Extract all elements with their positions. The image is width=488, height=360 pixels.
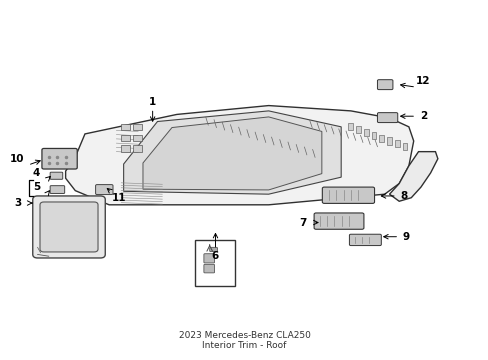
Text: 10: 10 (10, 154, 24, 164)
Bar (133, 135, 142, 141)
Text: 5: 5 (33, 182, 40, 192)
Bar (355, 126, 360, 133)
Text: 4: 4 (33, 168, 40, 178)
Bar (348, 123, 352, 130)
Text: 1: 1 (149, 97, 156, 107)
Text: 2: 2 (419, 111, 426, 121)
Text: 9: 9 (402, 232, 409, 242)
Bar (386, 138, 391, 145)
Bar (371, 132, 376, 139)
Polygon shape (123, 111, 341, 194)
Text: 2023 Mercedes-Benz CLA250
Interior Trim - Roof: 2023 Mercedes-Benz CLA250 Interior Trim … (178, 331, 310, 350)
Bar (195, 240, 234, 286)
FancyBboxPatch shape (377, 113, 397, 123)
FancyBboxPatch shape (203, 264, 214, 273)
Polygon shape (389, 152, 437, 201)
Bar (133, 124, 142, 130)
Bar (402, 143, 407, 150)
Text: 11: 11 (111, 193, 126, 203)
Bar (133, 145, 142, 152)
Bar (394, 140, 399, 147)
FancyBboxPatch shape (40, 202, 98, 252)
FancyBboxPatch shape (33, 196, 105, 258)
FancyBboxPatch shape (349, 234, 381, 246)
FancyBboxPatch shape (42, 148, 77, 169)
Polygon shape (142, 117, 321, 190)
Text: 8: 8 (400, 191, 407, 201)
Bar (363, 129, 368, 136)
FancyBboxPatch shape (50, 172, 62, 179)
Text: 7: 7 (298, 217, 305, 228)
Bar (121, 135, 130, 141)
FancyBboxPatch shape (209, 247, 217, 252)
FancyBboxPatch shape (50, 186, 64, 193)
Text: 12: 12 (415, 76, 430, 86)
FancyBboxPatch shape (322, 187, 374, 203)
FancyBboxPatch shape (377, 80, 392, 90)
Bar (121, 145, 130, 152)
Text: 3: 3 (15, 198, 22, 208)
Text: 6: 6 (211, 251, 219, 261)
Bar (379, 135, 384, 142)
Polygon shape (65, 105, 413, 205)
Bar (121, 124, 130, 130)
FancyBboxPatch shape (95, 185, 113, 194)
FancyBboxPatch shape (203, 254, 214, 263)
FancyBboxPatch shape (313, 213, 363, 229)
